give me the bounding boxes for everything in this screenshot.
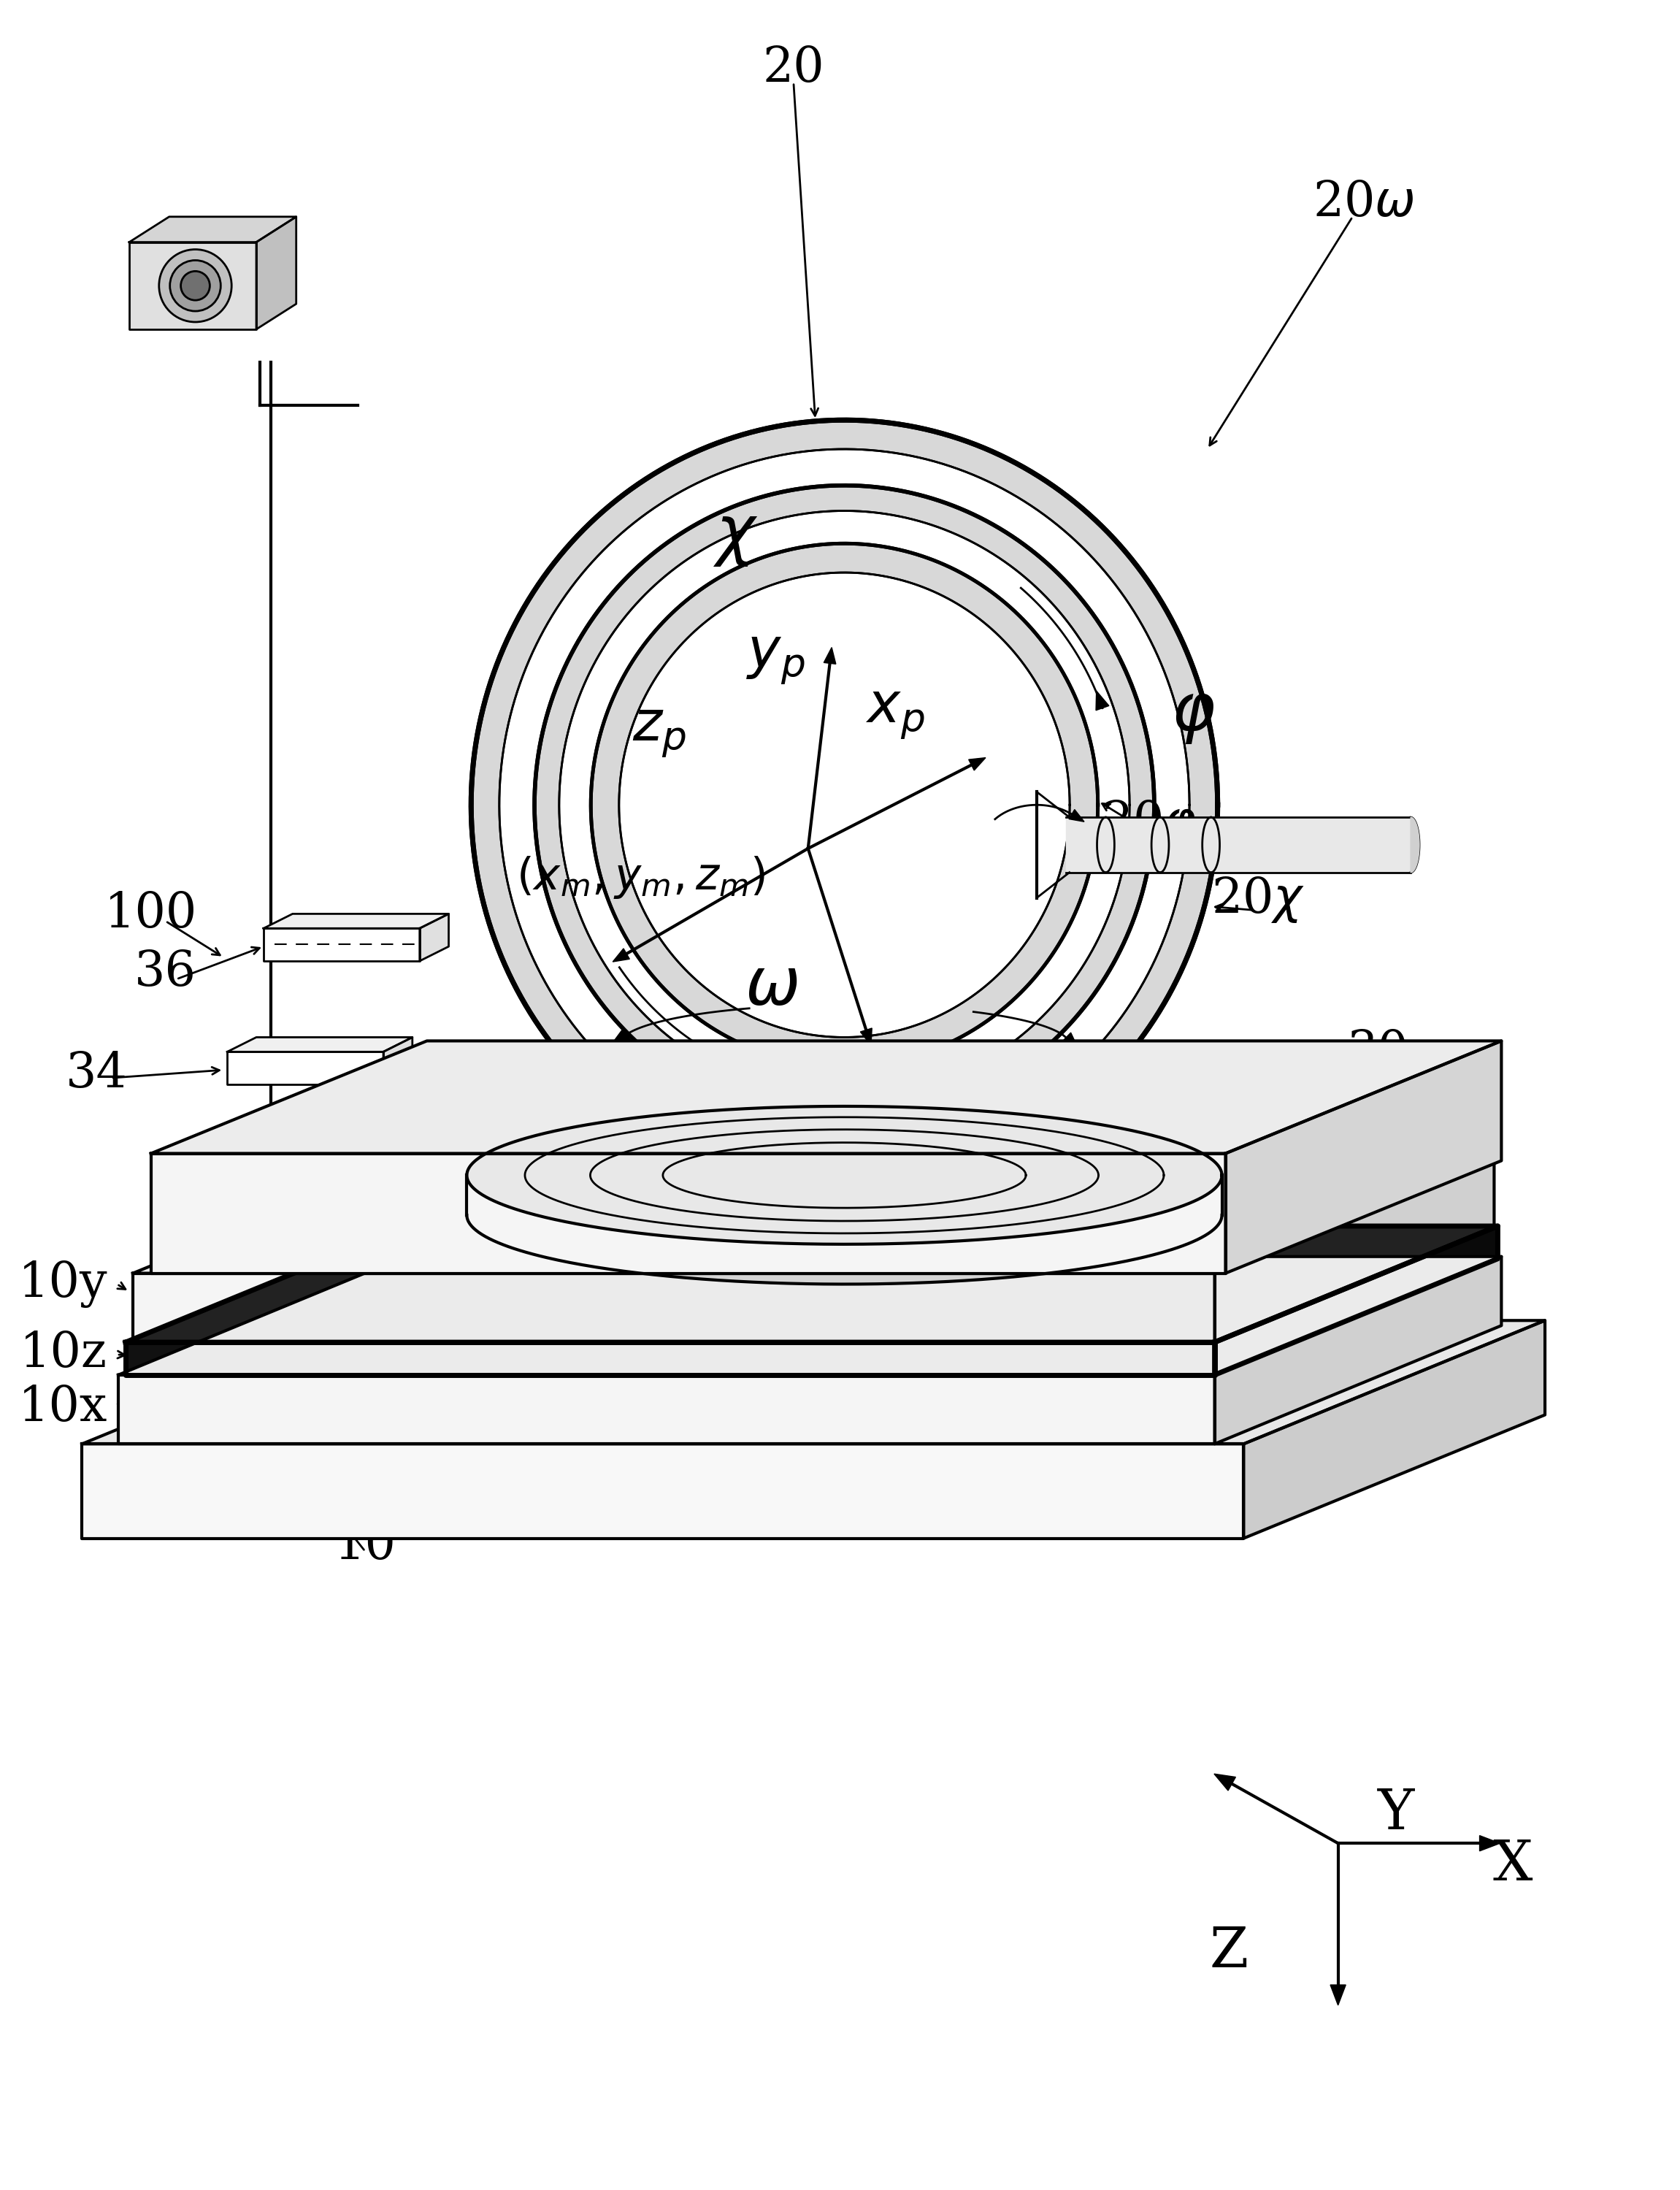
Text: 20$\chi$: 20$\chi$ <box>1211 874 1305 924</box>
Polygon shape <box>129 217 296 243</box>
Text: $y_p$: $y_p$ <box>746 633 805 688</box>
Polygon shape <box>264 913 449 929</box>
Polygon shape <box>1065 817 1411 872</box>
Text: X: X <box>1492 1837 1532 1892</box>
Polygon shape <box>151 1154 1225 1272</box>
Polygon shape <box>591 543 1097 1067</box>
Polygon shape <box>969 758 986 771</box>
Polygon shape <box>618 572 1070 1038</box>
Polygon shape <box>823 648 837 664</box>
Polygon shape <box>129 243 257 329</box>
Text: $\chi$: $\chi$ <box>712 504 758 567</box>
Polygon shape <box>383 1038 412 1084</box>
Polygon shape <box>1215 1226 1499 1375</box>
Text: 10z: 10z <box>20 1329 108 1378</box>
Polygon shape <box>612 1029 630 1045</box>
Polygon shape <box>613 948 630 961</box>
Text: 10x: 10x <box>18 1384 108 1432</box>
Text: $\omega$: $\omega$ <box>744 955 798 1018</box>
Polygon shape <box>1095 690 1109 710</box>
Polygon shape <box>264 929 420 961</box>
Text: Y: Y <box>1378 1787 1415 1842</box>
Polygon shape <box>1215 1257 1502 1443</box>
Text: $\varphi$: $\varphi$ <box>1171 683 1215 747</box>
Text: 20$\varphi$: 20$\varphi$ <box>1102 797 1196 848</box>
Circle shape <box>181 272 210 300</box>
Text: $z_p$: $z_p$ <box>632 705 685 760</box>
Polygon shape <box>467 1176 1221 1283</box>
Polygon shape <box>1215 1774 1236 1791</box>
Circle shape <box>160 250 232 322</box>
Polygon shape <box>712 1053 731 1069</box>
Polygon shape <box>151 1040 1502 1154</box>
Polygon shape <box>118 1375 1215 1443</box>
Polygon shape <box>1062 1034 1079 1051</box>
Text: 34: 34 <box>66 1049 128 1097</box>
Text: 30: 30 <box>1347 1027 1410 1075</box>
Text: 100: 100 <box>104 889 198 937</box>
Polygon shape <box>133 1272 1215 1342</box>
Text: 32: 32 <box>225 221 287 269</box>
Text: 200: 200 <box>138 1472 230 1518</box>
Circle shape <box>170 261 220 311</box>
Text: 36: 36 <box>134 948 197 996</box>
Polygon shape <box>1068 810 1084 821</box>
Polygon shape <box>118 1257 1502 1375</box>
Polygon shape <box>1480 1835 1500 1851</box>
Polygon shape <box>1411 817 1420 872</box>
Polygon shape <box>470 420 1218 1189</box>
Polygon shape <box>1331 1984 1346 2006</box>
Polygon shape <box>1215 1159 1494 1342</box>
Text: Z: Z <box>1210 1925 1248 1980</box>
Polygon shape <box>126 1226 1499 1342</box>
Polygon shape <box>126 1342 1215 1375</box>
Polygon shape <box>257 217 296 328</box>
Polygon shape <box>467 1106 1221 1244</box>
Polygon shape <box>227 1038 412 1051</box>
Text: 10: 10 <box>334 1522 396 1570</box>
Polygon shape <box>82 1321 1546 1443</box>
Polygon shape <box>534 486 1154 1123</box>
Text: $x_p$: $x_p$ <box>865 688 924 740</box>
Polygon shape <box>133 1159 1494 1272</box>
Polygon shape <box>1225 1040 1502 1272</box>
Text: 10y: 10y <box>18 1259 108 1307</box>
Polygon shape <box>1243 1321 1546 1537</box>
Text: 20: 20 <box>763 44 825 92</box>
Polygon shape <box>420 913 449 961</box>
Text: $(x_m,y_m,z_m)$: $(x_m,y_m,z_m)$ <box>516 854 766 900</box>
Polygon shape <box>82 1443 1243 1537</box>
Polygon shape <box>860 1027 872 1045</box>
Text: 20$\omega$: 20$\omega$ <box>1312 177 1415 226</box>
Polygon shape <box>227 1051 383 1084</box>
